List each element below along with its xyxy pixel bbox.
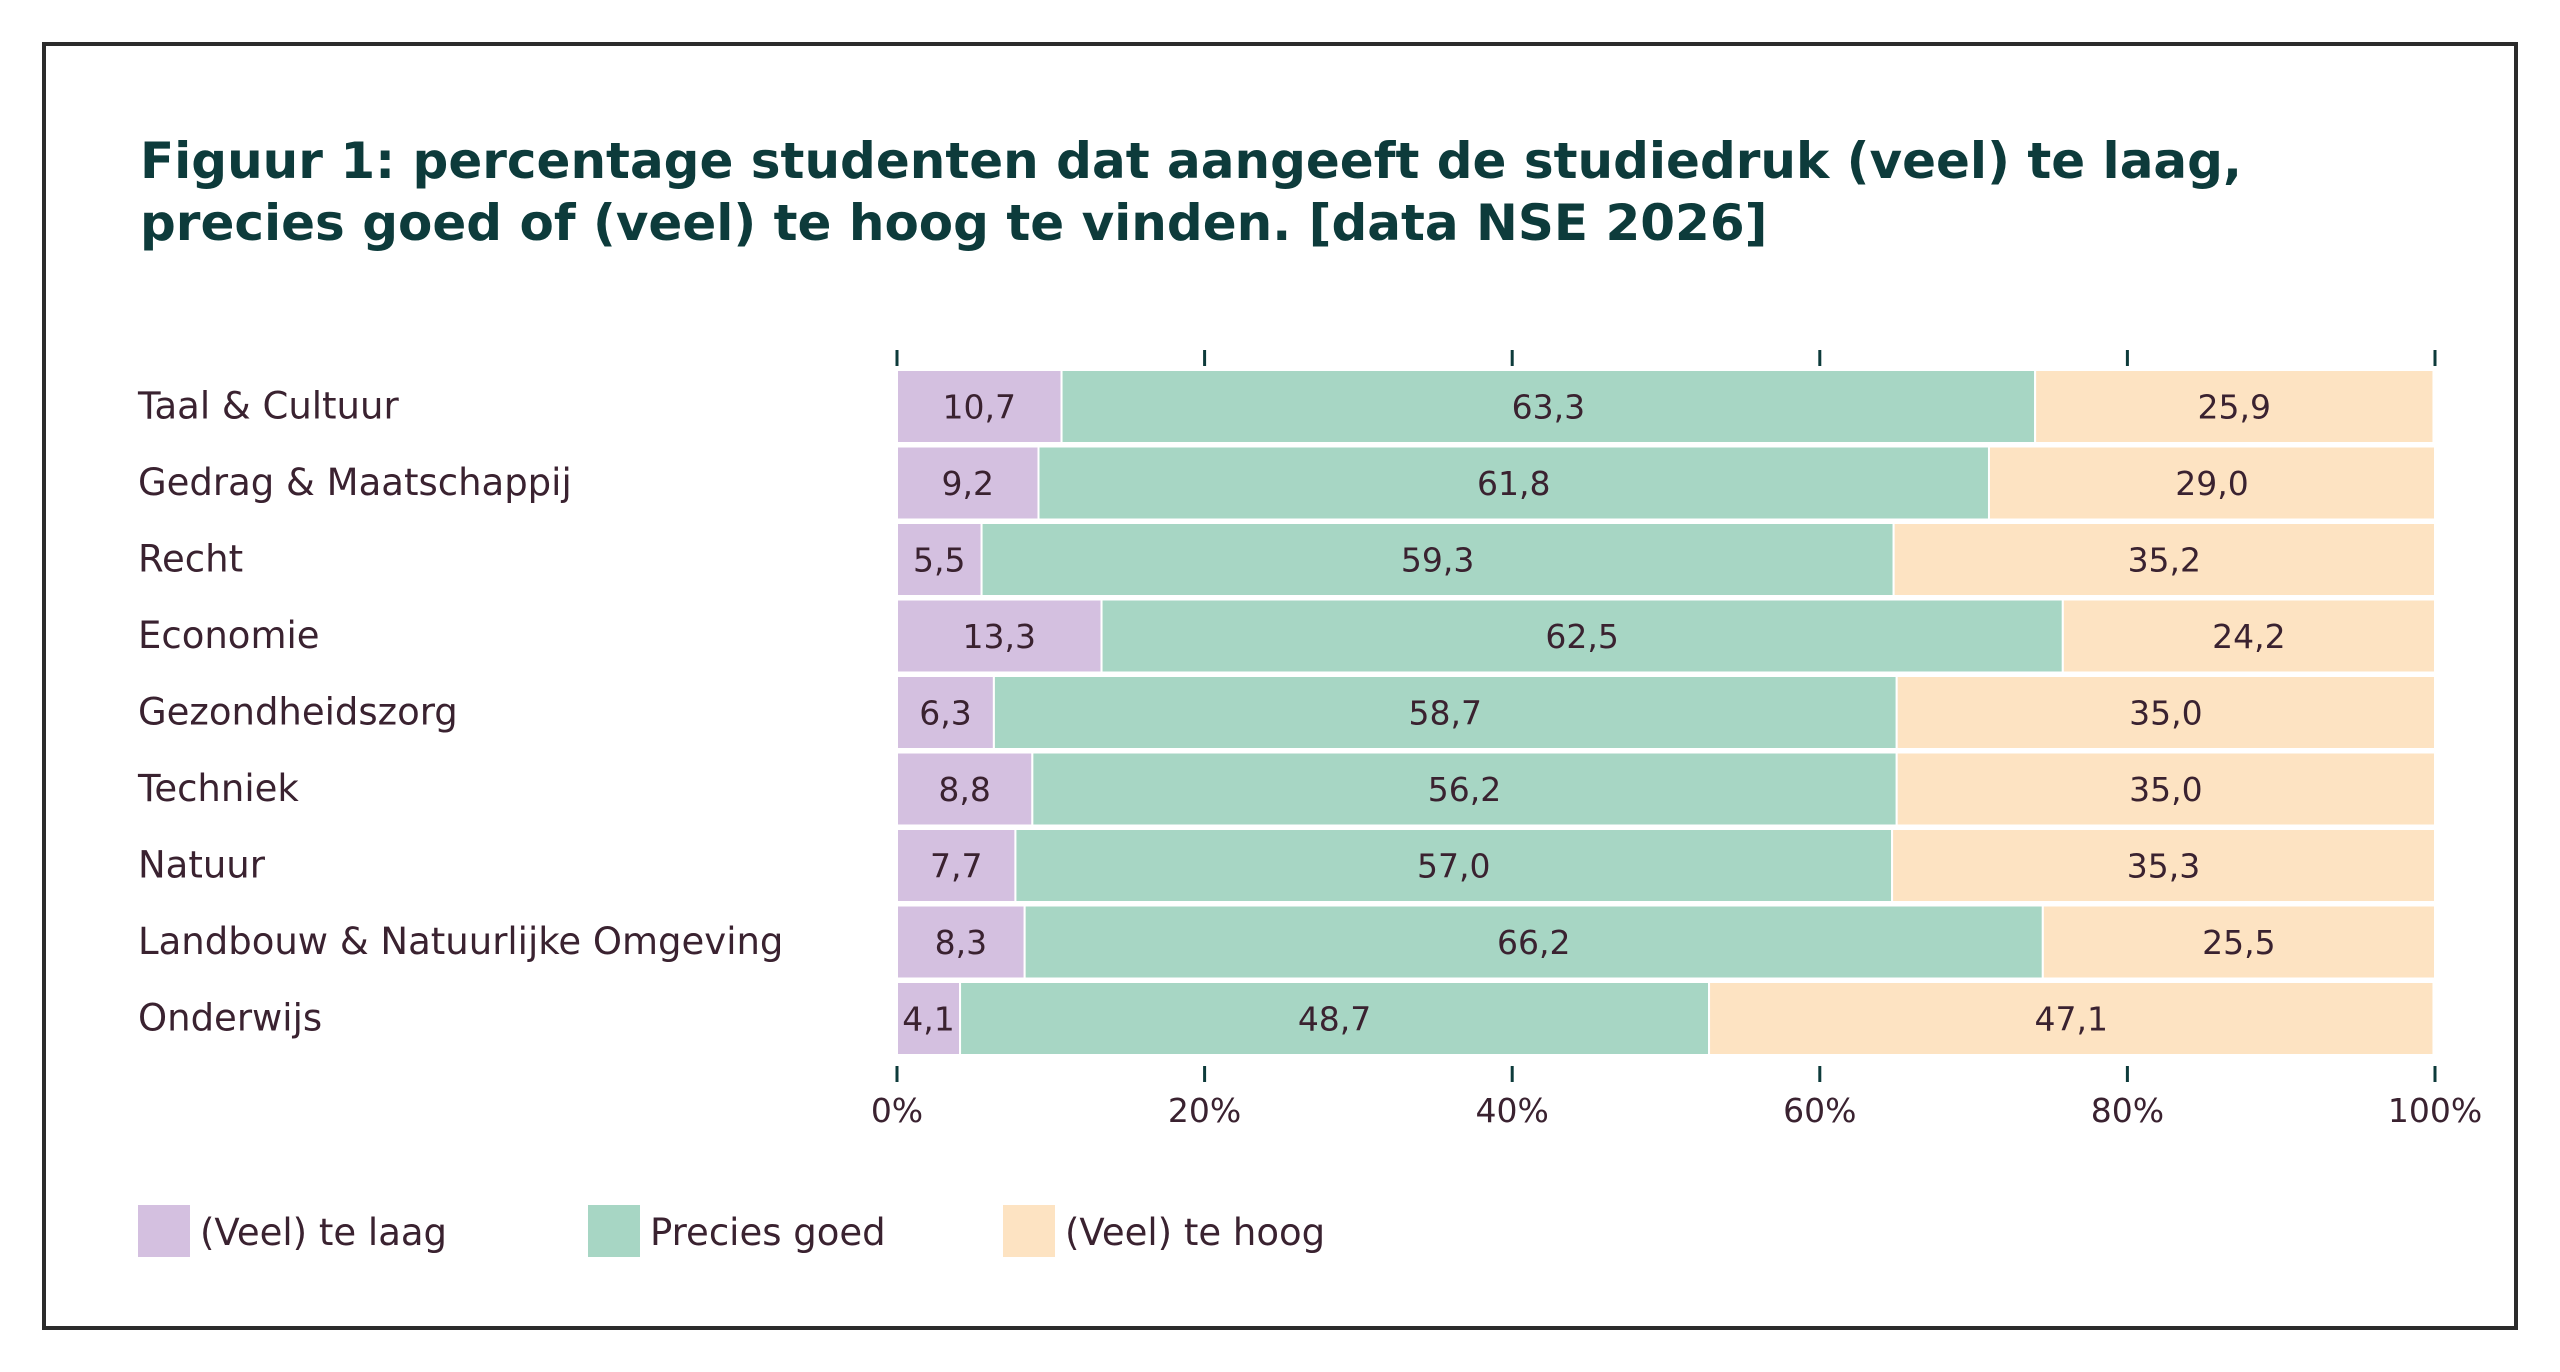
bar-segment bbox=[2061, 598, 2436, 674]
legend-label: Precies goed bbox=[650, 1211, 886, 1254]
category-label: Taal & Cultuur bbox=[137, 385, 399, 428]
bar-segment bbox=[1892, 522, 2436, 597]
data-label: 47,1 bbox=[2035, 1000, 2108, 1039]
category-label: Onderwijs bbox=[138, 997, 322, 1040]
data-label: 8,3 bbox=[935, 923, 987, 962]
data-label: 35,3 bbox=[2127, 847, 2200, 886]
bar-segment bbox=[2034, 369, 2435, 444]
x-tick-label: 60% bbox=[1783, 1091, 1856, 1130]
legend-label: (Veel) te laag bbox=[200, 1211, 447, 1254]
data-label: 10,7 bbox=[943, 388, 1016, 427]
data-label: 66,2 bbox=[1497, 923, 1570, 962]
data-label: 35,0 bbox=[2129, 694, 2202, 733]
data-label: 58,7 bbox=[1409, 694, 1482, 733]
category-label: Recht bbox=[138, 538, 243, 581]
category-label: Natuur bbox=[138, 844, 266, 887]
bar-segment bbox=[992, 675, 1898, 750]
category-label: Techniek bbox=[137, 767, 299, 810]
x-tick-label: 0% bbox=[871, 1091, 923, 1130]
x-tick-label: 100% bbox=[2388, 1091, 2482, 1130]
chart-title-line-1: Figuur 1: percentage studenten dat aange… bbox=[140, 132, 2242, 190]
legend-swatch bbox=[1003, 1205, 1055, 1257]
bar-segment bbox=[1023, 904, 2044, 980]
category-label: Gedrag & Maatschappij bbox=[138, 461, 572, 504]
bar-segment bbox=[896, 981, 962, 1056]
data-label: 35,2 bbox=[2128, 541, 2201, 580]
legend-swatch bbox=[138, 1205, 190, 1257]
x-tick-label: 20% bbox=[1168, 1091, 1241, 1130]
bar-segment bbox=[2041, 904, 2437, 980]
data-label: 59,3 bbox=[1401, 541, 1474, 580]
data-label: 61,8 bbox=[1477, 464, 1550, 503]
legend-swatch bbox=[588, 1205, 640, 1257]
data-label: 13,3 bbox=[963, 617, 1036, 656]
data-label: 56,2 bbox=[1428, 770, 1501, 809]
data-label: 48,7 bbox=[1298, 1000, 1371, 1039]
bar-segment bbox=[896, 369, 1063, 444]
bar-segment bbox=[959, 981, 1711, 1056]
data-label: 63,3 bbox=[1512, 388, 1585, 427]
bar-segment bbox=[896, 904, 1026, 980]
category-label: Gezondheidszorg bbox=[138, 691, 458, 734]
bar-segment bbox=[1987, 445, 2436, 521]
bar-segment bbox=[1037, 445, 1990, 521]
data-label: 25,9 bbox=[2198, 388, 2271, 427]
chart-title: Figuur 1: percentage studenten dat aange… bbox=[140, 130, 2340, 254]
data-label: 35,0 bbox=[2129, 770, 2202, 809]
bar-segment bbox=[1895, 675, 2436, 750]
data-label: 29,0 bbox=[2175, 464, 2248, 503]
bar-segment bbox=[896, 751, 1034, 827]
data-label: 24,2 bbox=[2212, 617, 2285, 656]
data-label: 9,2 bbox=[942, 464, 994, 503]
data-label: 5,5 bbox=[913, 541, 965, 580]
bar-segment bbox=[896, 675, 995, 750]
data-label: 7,7 bbox=[930, 847, 982, 886]
bar-segment bbox=[1031, 751, 1898, 827]
data-label: 6,3 bbox=[919, 694, 971, 733]
data-label: 57,0 bbox=[1417, 847, 1490, 886]
bar-segment bbox=[896, 828, 1017, 903]
data-label: 4,1 bbox=[902, 1000, 954, 1039]
bar-segment bbox=[896, 522, 983, 597]
category-label: Economie bbox=[138, 614, 320, 657]
category-label: Landbouw & Natuurlijke Omgeving bbox=[138, 920, 783, 963]
legend-label: (Veel) te hoog bbox=[1065, 1211, 1325, 1254]
bar-segment bbox=[1895, 751, 2436, 827]
chart-title-line-2: precies goed of (veel) te hoog te vinden… bbox=[140, 194, 1768, 252]
bar-segment bbox=[1060, 369, 2037, 444]
x-tick-label: 80% bbox=[2091, 1091, 2164, 1130]
bar-segment bbox=[1891, 828, 2437, 903]
bar-segment bbox=[1708, 981, 2435, 1056]
data-label: 62,5 bbox=[1545, 617, 1618, 656]
data-label: 8,8 bbox=[938, 770, 990, 809]
bar-segment bbox=[1014, 828, 1894, 903]
x-tick-label: 40% bbox=[1476, 1091, 1549, 1130]
bar-segment bbox=[1100, 598, 2064, 674]
data-label: 25,5 bbox=[2202, 923, 2275, 962]
